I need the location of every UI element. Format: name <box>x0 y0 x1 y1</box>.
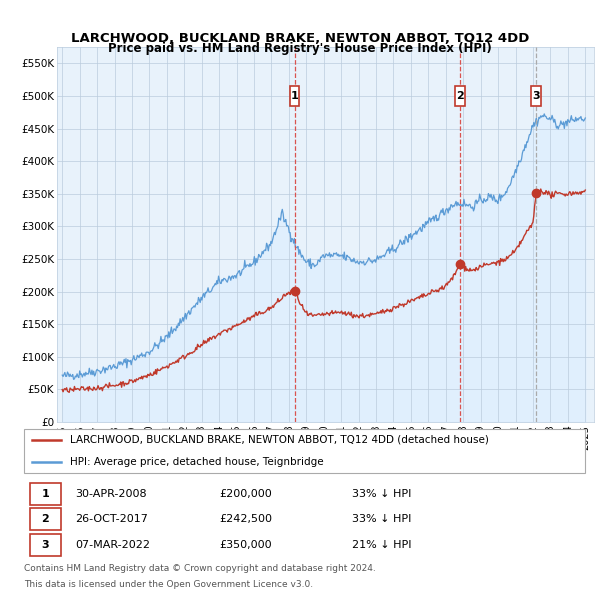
Bar <box>29 533 61 556</box>
Text: 3: 3 <box>532 91 540 101</box>
Bar <box>455 86 465 106</box>
Text: 1: 1 <box>41 489 49 499</box>
Bar <box>29 483 61 505</box>
Text: 3: 3 <box>41 540 49 550</box>
Text: £200,000: £200,000 <box>220 489 272 499</box>
Text: Contains HM Land Registry data © Crown copyright and database right 2024.: Contains HM Land Registry data © Crown c… <box>24 564 376 573</box>
Text: This data is licensed under the Open Government Licence v3.0.: This data is licensed under the Open Gov… <box>24 580 313 589</box>
Text: £242,500: £242,500 <box>220 514 272 525</box>
Bar <box>290 86 299 106</box>
Text: LARCHWOOD, BUCKLAND BRAKE, NEWTON ABBOT, TQ12 4DD: LARCHWOOD, BUCKLAND BRAKE, NEWTON ABBOT,… <box>71 32 529 45</box>
Text: £350,000: £350,000 <box>220 540 272 550</box>
Text: HPI: Average price, detached house, Teignbridge: HPI: Average price, detached house, Teig… <box>70 457 323 467</box>
Text: 2: 2 <box>41 514 49 525</box>
Text: 26-OCT-2017: 26-OCT-2017 <box>76 514 148 525</box>
Text: LARCHWOOD, BUCKLAND BRAKE, NEWTON ABBOT, TQ12 4DD (detached house): LARCHWOOD, BUCKLAND BRAKE, NEWTON ABBOT,… <box>70 435 489 445</box>
Text: Price paid vs. HM Land Registry's House Price Index (HPI): Price paid vs. HM Land Registry's House … <box>108 42 492 55</box>
Text: 1: 1 <box>291 91 299 101</box>
Text: 07-MAR-2022: 07-MAR-2022 <box>76 540 151 550</box>
Text: 21% ↓ HPI: 21% ↓ HPI <box>352 540 412 550</box>
Text: 30-APR-2008: 30-APR-2008 <box>76 489 147 499</box>
Bar <box>532 86 541 106</box>
Text: 33% ↓ HPI: 33% ↓ HPI <box>352 514 412 525</box>
Text: 33% ↓ HPI: 33% ↓ HPI <box>352 489 412 499</box>
FancyBboxPatch shape <box>24 428 586 473</box>
Bar <box>29 508 61 530</box>
Text: 2: 2 <box>456 91 464 101</box>
